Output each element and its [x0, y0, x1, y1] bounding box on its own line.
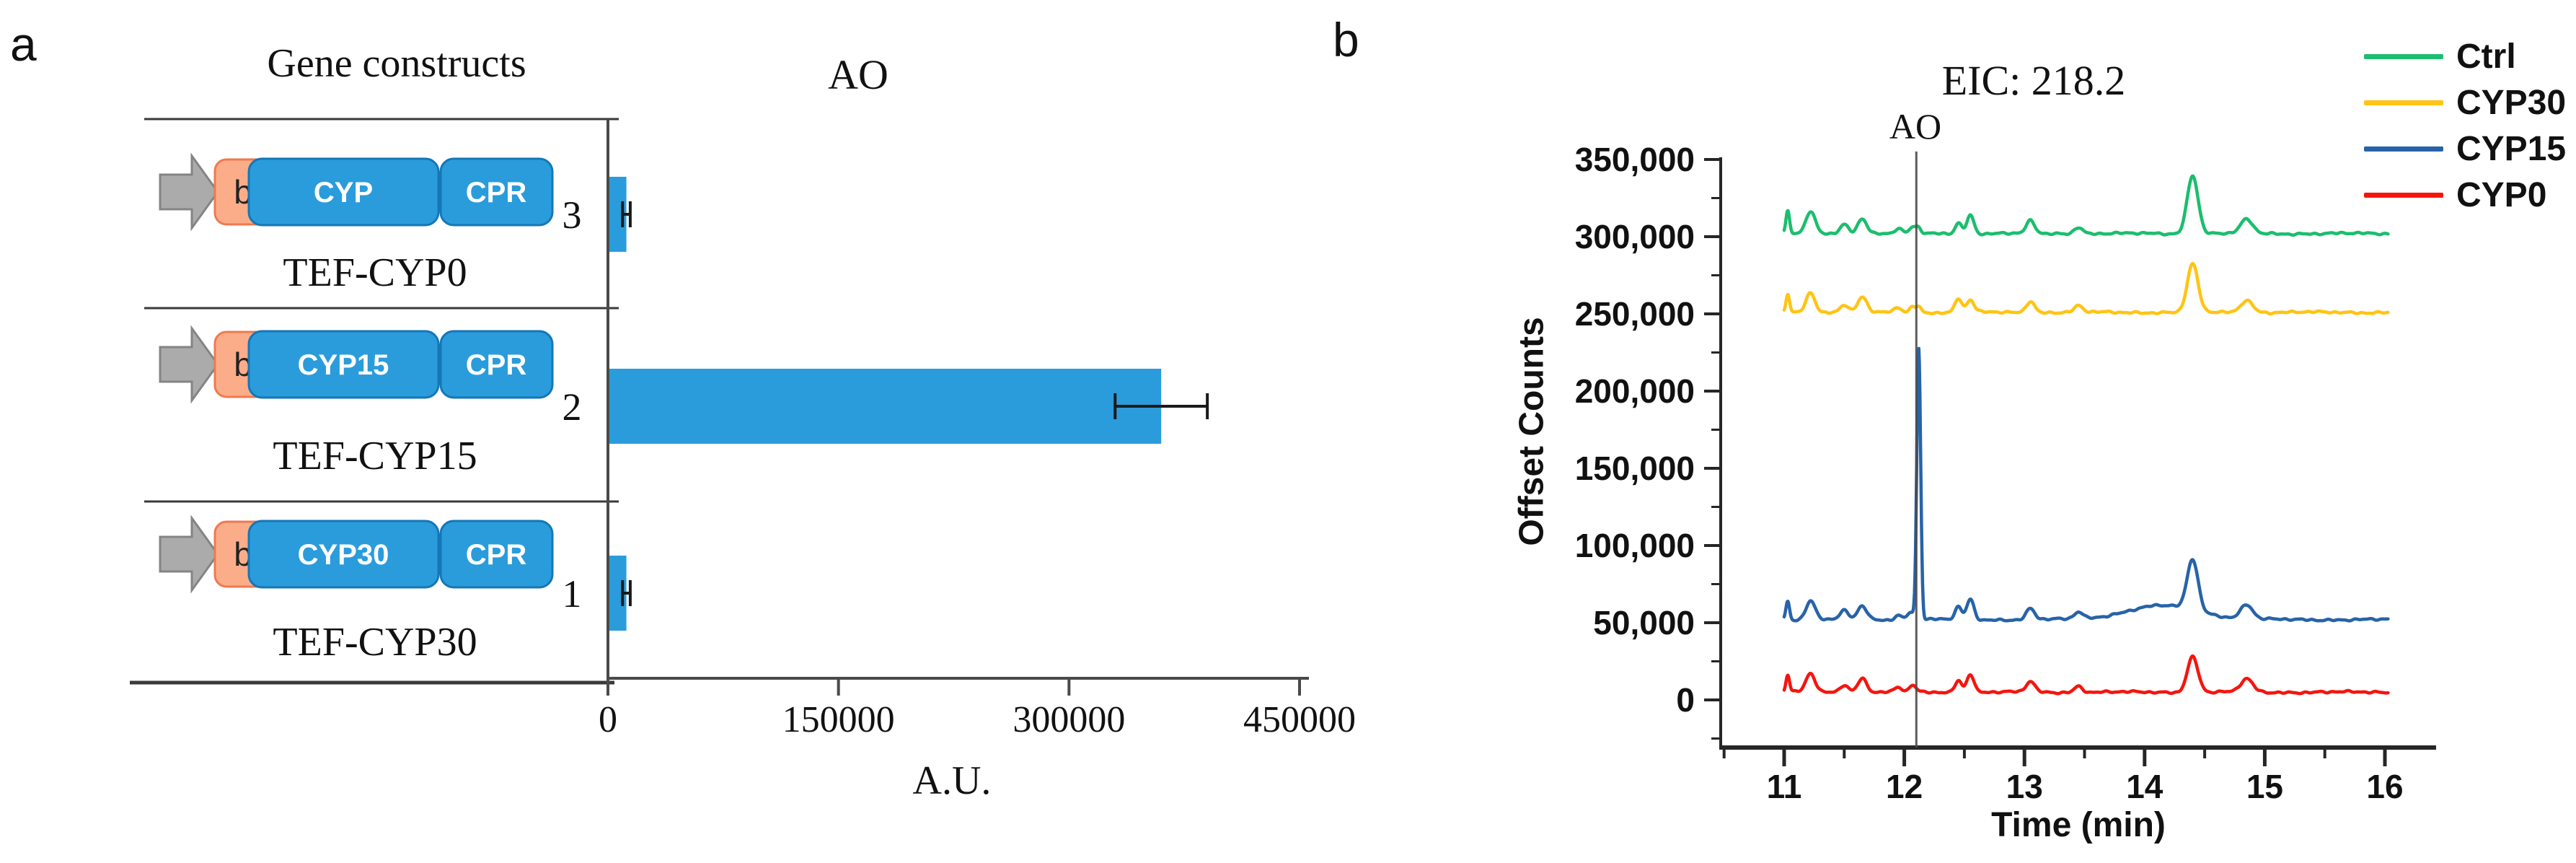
y-tick-label: 300,000 [1575, 218, 1695, 255]
y-tick-label: 150,000 [1575, 450, 1695, 487]
legend-item-cyp30: CYP30 [2364, 82, 2566, 123]
eic-legend: Ctrl CYP30 CYP15 CYP0 [2364, 36, 2566, 215]
x-tick-label: 11 [1767, 768, 1802, 805]
legend-item-cyp15: CYP15 [2364, 128, 2566, 169]
legend-line-swatch [2364, 146, 2443, 152]
panel-a-letter: a [10, 17, 37, 71]
x-tick-label: 0 [599, 699, 617, 740]
legend-line-swatch [2364, 100, 2443, 105]
y-tick-label: 250,000 [1575, 295, 1695, 333]
promoter-arrow-icon [159, 152, 219, 232]
promoter-arrow-icon [159, 325, 219, 404]
legend-label: CYP15 [2456, 129, 2567, 168]
x-tick-label: 15 [2246, 768, 2283, 805]
legend-line-swatch [2364, 192, 2443, 198]
x-tick-label: 300000 [1013, 699, 1125, 740]
bar [608, 369, 1162, 444]
gene-box-label: CYP30 [298, 539, 389, 571]
legend-item-ctrl: Ctrl [2364, 36, 2566, 76]
trace-cyp15 [1782, 346, 2390, 623]
y-tick-label: 50,000 [1593, 604, 1695, 641]
construct-name-label: TEF-CYP30 [273, 620, 477, 665]
legend-label: CYP0 [2456, 175, 2547, 214]
bar-number-label: 2 [563, 385, 582, 429]
trace-cyp0 [1782, 654, 2390, 696]
bar-chart-title: AO [828, 51, 888, 98]
legend-line-swatch [2364, 53, 2443, 59]
construct-name-label: TEF-CYP15 [273, 434, 477, 478]
eic-x-axis-title: Time (min) [1991, 806, 2166, 844]
cpr-box-label: CPR [466, 177, 527, 209]
cpr-box-label: CPR [466, 539, 527, 571]
cpr-box [439, 520, 554, 589]
x-tick-label: 450000 [1243, 699, 1356, 740]
gene-box [247, 520, 440, 589]
y-tick-label: 200,000 [1575, 372, 1695, 410]
bar-number-label: 1 [563, 572, 582, 616]
legend-item-cyp0: CYP0 [2364, 175, 2566, 215]
x-tick-label: 14 [2126, 768, 2163, 805]
bar-chart-x-axis-title: A.U. [912, 758, 992, 803]
bar-number-label: 3 [563, 193, 582, 237]
panel-b-letter: b [1333, 13, 1359, 66]
trace-cyp30 [1782, 261, 2390, 316]
gene-box [247, 330, 440, 399]
y-tick-label: 350,000 [1575, 141, 1695, 178]
y-tick-label: 0 [1676, 681, 1695, 719]
x-tick-label: 150000 [782, 699, 895, 740]
legend-label: Ctrl [2456, 37, 2516, 76]
gene-box [247, 157, 440, 227]
trace-ctrl [1782, 174, 2390, 237]
gene-box-label: CYP15 [298, 349, 389, 381]
gene-constructs-title: Gene constructs [267, 41, 526, 86]
promoter-arrow-icon [159, 514, 219, 594]
legend-label: CYP30 [2456, 83, 2567, 122]
cpr-box [439, 157, 554, 227]
cpr-box-label: CPR [466, 349, 527, 381]
eic-chart-title: EIC: 218.2 [1941, 57, 2126, 104]
x-tick-label: 12 [1886, 768, 1923, 805]
y-tick-label: 100,000 [1575, 527, 1695, 564]
gene-box-label: CYP [314, 177, 373, 209]
ao-peak-annotation: AO [1889, 106, 1942, 146]
eic-y-axis-title: Offset Counts [1512, 317, 1551, 546]
x-tick-label: 16 [2366, 768, 2403, 805]
cpr-box [439, 330, 554, 399]
x-tick-label: 13 [2006, 768, 2043, 805]
construct-name-label: TEF-CYP0 [283, 250, 467, 295]
